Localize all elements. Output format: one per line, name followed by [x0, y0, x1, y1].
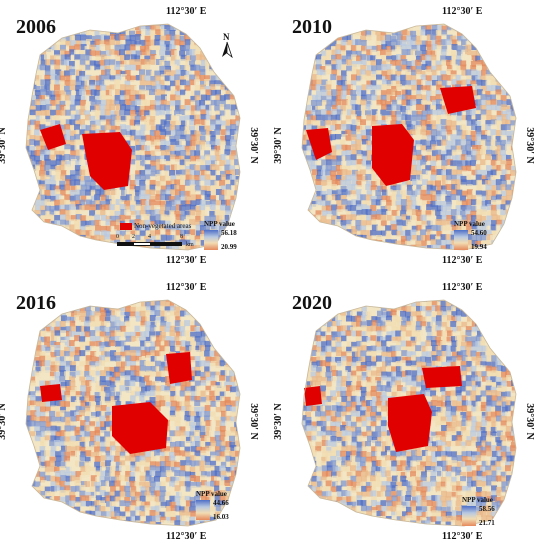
scale-segment	[133, 242, 151, 246]
latitude-label-right: 39°30′ N	[247, 403, 259, 440]
longitude-label-bottom: 112°30′ E	[442, 255, 483, 266]
non-vegetated-area	[112, 402, 168, 454]
longitude-label-top: 112°30′ E	[166, 282, 207, 293]
longitude-label-bottom: 112°30′ E	[166, 255, 207, 266]
npp-legend-title: NPP value	[462, 496, 493, 504]
longitude-label-top: 112°30′ E	[442, 282, 483, 293]
longitude-label-top: 112°30′ E	[166, 6, 207, 17]
map-panel-2020: 2020 112°30′ E 112°30′ E 39°30′ N 39°30′…	[272, 276, 546, 546]
non-vegetated-area	[372, 124, 414, 186]
npp-low-value: 19.94	[471, 243, 487, 251]
non-vegetated-area	[40, 384, 62, 402]
npp-color-ramp	[462, 506, 476, 526]
year-label: 2020	[292, 292, 332, 314]
scale-segment	[150, 242, 182, 246]
longitude-label-top: 112°30′ E	[442, 6, 483, 17]
npp-high-value: 58.56	[479, 505, 495, 513]
npp-high-value: 56.18	[221, 229, 237, 237]
map-svg	[25, 299, 241, 527]
npp-low-value: 21.71	[479, 519, 495, 527]
latitude-label-left: 39°30′ N	[0, 127, 8, 164]
npp-low-value: 20.99	[221, 243, 237, 251]
latitude-label-left: 39°30′ N	[0, 403, 8, 440]
npp-high-value: 54.60	[471, 229, 487, 237]
npp-high-value: 44.66	[213, 499, 229, 507]
latitude-label-right: 39°30′ N	[523, 127, 535, 164]
non-vegetated-area	[440, 86, 476, 114]
north-label: N	[223, 32, 230, 42]
scale-tick: 2	[132, 234, 135, 240]
npp-legend-title: NPP value	[454, 220, 485, 228]
map-panel-2016: 2016 112°30′ E 112°30′ E 39°30′ N 39°30′…	[0, 276, 270, 546]
scale-tick: 8	[180, 234, 183, 240]
map-panel-2006: 2006 112°30′ E 112°30′ E 39°30′ N 39°30′…	[0, 0, 270, 270]
non-vegetated-area	[82, 132, 132, 190]
non-vegetated-area	[422, 366, 462, 388]
non-vegetated-area	[166, 352, 192, 384]
scale-tick: 4	[148, 234, 151, 240]
non-vegetated-area	[388, 394, 432, 452]
non-vegetated-area	[306, 128, 332, 160]
study-area-boundary	[25, 299, 241, 527]
scale-unit: km	[186, 242, 194, 248]
study-area-boundary	[301, 299, 517, 527]
scale-segment	[117, 242, 133, 246]
latitude-label-right: 39°30′ N	[247, 127, 259, 164]
year-label: 2010	[292, 16, 332, 38]
latitude-label-right: 39°30′ N	[523, 403, 535, 440]
npp-legend-title: NPP value	[204, 220, 235, 228]
non-vegetated-area	[304, 386, 322, 406]
year-label: 2016	[16, 292, 56, 314]
non-vegetated-swatch	[120, 222, 132, 230]
npp-color-ramp	[454, 230, 468, 250]
map-svg	[301, 23, 517, 251]
map-svg	[301, 299, 517, 527]
non-vegetated-legend: Non-vegetated areas	[120, 222, 191, 230]
npp-color-ramp	[204, 230, 218, 250]
npp-color-ramp	[196, 500, 210, 520]
study-area-boundary	[301, 23, 517, 251]
scale-tick: 0	[116, 234, 119, 240]
longitude-label-bottom: 112°30′ E	[166, 531, 207, 542]
npp-legend-title: NPP value	[196, 490, 227, 498]
longitude-label-bottom: 112°30′ E	[442, 531, 483, 542]
non-vegetated-label: Non-vegetated areas	[134, 222, 192, 230]
map-panel-2010: 2010 112°30′ E 112°30′ E 39°30′ N 39°30′…	[272, 0, 546, 270]
non-vegetated-area	[40, 124, 66, 150]
north-arrow-icon: N	[218, 32, 236, 58]
year-label: 2006	[16, 16, 56, 38]
npp-low-value: 16.03	[213, 513, 229, 521]
map-svg	[25, 23, 241, 251]
latitude-label-left: 39°30′ N	[272, 127, 284, 164]
scale-bar: 0 2 4 8 km	[116, 234, 206, 256]
latitude-label-left: 39°30′ N	[272, 403, 284, 440]
